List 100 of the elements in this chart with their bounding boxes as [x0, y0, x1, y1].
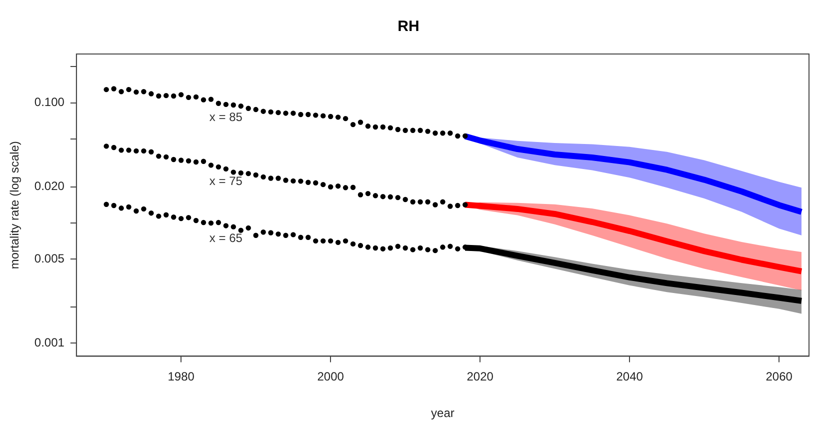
point — [410, 199, 416, 204]
point — [223, 102, 229, 108]
x-tick-label: 2040 — [616, 370, 644, 384]
point — [410, 247, 416, 252]
y-tick-label: 0.020 — [34, 179, 65, 194]
point — [290, 110, 296, 116]
point — [104, 202, 109, 207]
point — [298, 178, 304, 184]
point — [253, 106, 258, 112]
point — [425, 199, 430, 204]
point — [253, 172, 258, 178]
y-tick-label: 0.001 — [34, 336, 65, 350]
point — [418, 199, 423, 204]
point — [455, 202, 460, 208]
point — [320, 113, 326, 118]
point — [395, 126, 400, 132]
point — [216, 164, 222, 170]
point — [328, 238, 334, 244]
point — [418, 128, 423, 133]
point — [193, 159, 199, 165]
x-tick-label: 2020 — [466, 370, 494, 384]
point — [425, 247, 430, 252]
point — [372, 124, 378, 130]
point — [365, 244, 371, 250]
point — [462, 133, 468, 139]
point — [432, 130, 438, 136]
point — [283, 232, 288, 238]
point — [418, 245, 423, 251]
point — [462, 202, 468, 208]
point — [230, 170, 236, 175]
point — [178, 216, 184, 222]
point — [171, 93, 176, 99]
point — [111, 144, 116, 150]
point — [126, 204, 132, 210]
point — [200, 158, 206, 164]
point — [200, 97, 206, 102]
point — [141, 148, 146, 154]
point — [298, 112, 304, 118]
x-tick-label: 1980 — [168, 370, 195, 384]
point — [200, 220, 206, 226]
point — [372, 193, 378, 198]
point — [350, 241, 356, 247]
point — [448, 204, 453, 209]
x-axis-title: year — [431, 406, 454, 420]
point — [178, 92, 184, 98]
y-axis-title: mortality rate (log scale) — [8, 141, 22, 270]
point — [186, 158, 192, 164]
y-tick-label: 0.005 — [34, 252, 65, 266]
point — [171, 156, 176, 162]
point — [402, 245, 408, 251]
point — [455, 133, 460, 139]
point — [276, 176, 281, 181]
point — [238, 170, 244, 176]
point — [141, 89, 146, 94]
point — [126, 86, 132, 92]
point — [276, 110, 281, 116]
point — [335, 183, 341, 189]
point — [306, 180, 311, 185]
point — [178, 158, 184, 163]
point — [298, 234, 304, 240]
point — [156, 93, 162, 99]
point — [148, 91, 154, 96]
point — [164, 212, 169, 218]
point — [313, 180, 318, 186]
point — [388, 194, 393, 200]
point — [260, 108, 266, 114]
point — [395, 244, 400, 249]
point — [395, 194, 400, 200]
point — [388, 125, 393, 130]
point — [193, 94, 199, 100]
point — [455, 246, 460, 252]
point — [320, 182, 326, 188]
point — [134, 148, 139, 154]
point — [268, 230, 274, 236]
point — [365, 190, 371, 196]
point — [134, 89, 139, 95]
point — [283, 110, 288, 116]
point — [328, 184, 334, 190]
point — [126, 148, 132, 153]
point — [365, 124, 371, 129]
point — [268, 176, 274, 181]
point — [440, 199, 446, 204]
point — [230, 224, 236, 230]
point — [246, 225, 251, 231]
point — [358, 192, 364, 198]
point — [283, 178, 288, 183]
point — [313, 112, 318, 118]
point — [208, 220, 214, 226]
point — [260, 174, 266, 180]
point — [372, 245, 378, 251]
point — [388, 245, 393, 251]
point — [425, 128, 430, 134]
point — [193, 218, 199, 224]
point — [164, 92, 169, 98]
point — [134, 208, 139, 214]
point — [246, 106, 251, 111]
series-label: x = 75 — [209, 174, 243, 188]
point — [350, 122, 356, 128]
point — [328, 114, 334, 120]
point — [216, 100, 222, 106]
